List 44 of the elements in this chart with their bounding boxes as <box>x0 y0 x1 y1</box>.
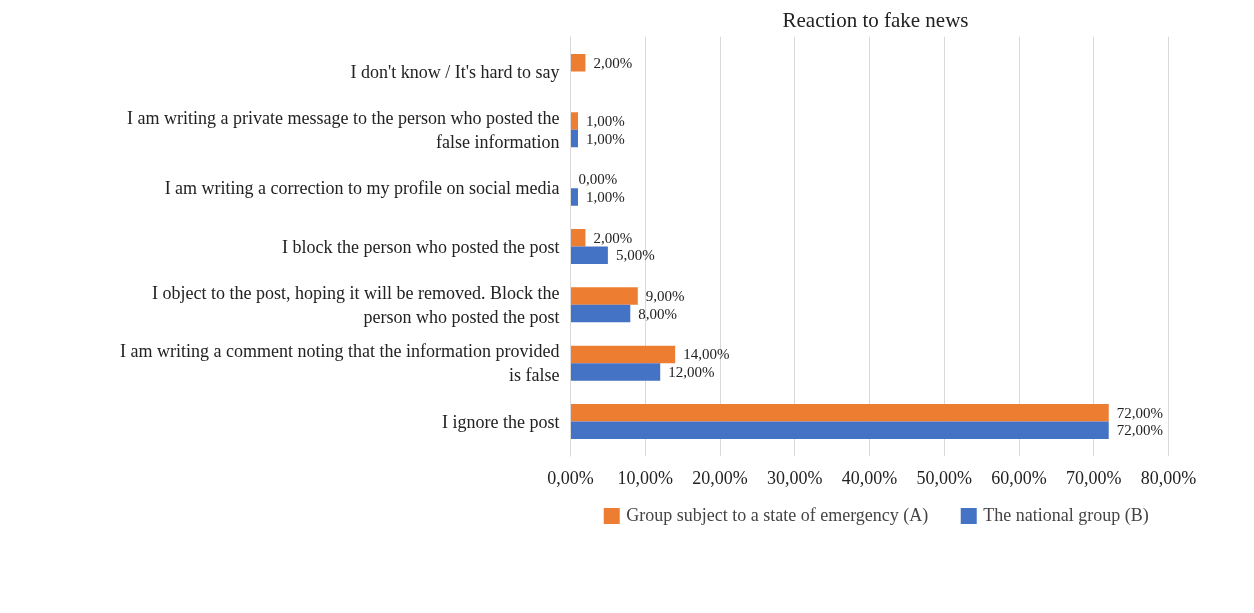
bar <box>570 112 578 130</box>
data-label: 12,00% <box>668 363 715 380</box>
bar <box>570 404 1109 422</box>
data-label: 2,00% <box>593 54 633 71</box>
bar <box>570 188 578 206</box>
bar <box>570 129 578 148</box>
data-label: 14,00% <box>683 346 730 363</box>
data-label: 2,00% <box>593 229 633 246</box>
bar <box>570 304 631 323</box>
y-tick-label: I am writing a correction to my profile on social media <box>164 178 560 199</box>
x-tick-label: 80,00% <box>1140 467 1197 488</box>
data-label: 0,00% <box>578 171 618 188</box>
x-tick-label: 20,00% <box>692 467 748 488</box>
data-label: 1,00% <box>585 113 625 130</box>
data-label: 1,00% <box>585 188 625 205</box>
bar <box>570 54 586 72</box>
y-tick-label: I don't know / It's hard to say <box>350 61 560 82</box>
x-tick-label: 70,00% <box>1066 467 1122 488</box>
data-label: 9,00% <box>645 288 685 305</box>
x-tick-label: 10,00% <box>617 467 674 488</box>
x-tick-label: 40,00% <box>841 467 898 488</box>
x-tick-label: 60,00% <box>991 467 1047 488</box>
y-tick-label: I am writing a comment noting that the information provided is false <box>120 341 560 386</box>
x-tick-label: 50,00% <box>916 467 973 488</box>
bar <box>570 229 586 247</box>
y-tick-label: I object to the post, hoping it will be removed. Block the person who posted the post <box>152 282 560 327</box>
data-label: 1,00% <box>585 130 625 147</box>
y-tick-label: I ignore the post <box>442 411 560 432</box>
data-label: 72,00% <box>1116 422 1163 439</box>
bar <box>570 246 608 264</box>
x-tick-label: 30,00% <box>767 467 823 488</box>
y-tick-label: I am writing a private message to the person who posted the false information <box>127 107 560 152</box>
chart-title: Reaction to fake news <box>782 7 969 32</box>
data-label: 72,00% <box>1116 404 1163 421</box>
data-label: 8,00% <box>638 305 678 322</box>
legend-label: The national group (B) <box>983 504 1149 526</box>
y-tick-label: I block the person who posted the post <box>282 236 560 257</box>
bar <box>570 363 661 381</box>
bar <box>570 345 676 364</box>
data-label: 5,00% <box>615 247 655 264</box>
bar <box>570 287 638 305</box>
legend-label: Group subject to a state of emergency (A) <box>626 504 929 526</box>
x-tick-label: 0,00% <box>547 467 594 488</box>
bar <box>570 421 1109 439</box>
